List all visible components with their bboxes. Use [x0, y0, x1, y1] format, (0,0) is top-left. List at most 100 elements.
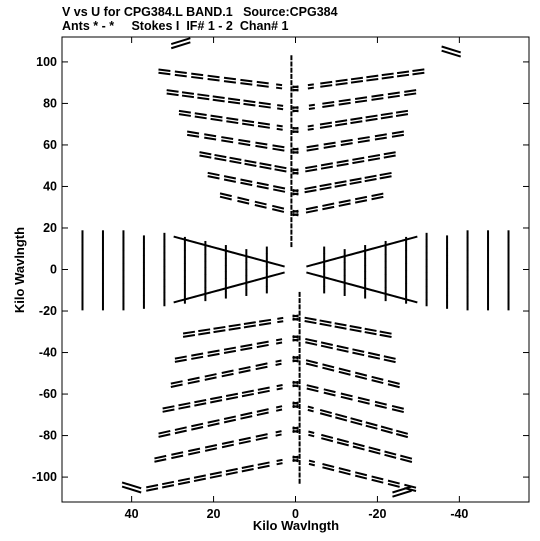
uv-track-lower — [171, 454, 184, 460]
uv-track-lower — [276, 458, 283, 462]
uv-track-star — [217, 287, 226, 292]
uv-track-upper — [404, 92, 417, 97]
uv-track-tip — [441, 45, 462, 54]
uv-track-lower — [174, 429, 187, 435]
uv-track-upper — [194, 115, 207, 120]
uv-track-lower — [256, 411, 269, 417]
uv-track-star — [357, 285, 366, 290]
uv-track-upper — [238, 142, 251, 147]
uv-track-lower — [255, 362, 268, 367]
uv-track-upper — [383, 154, 396, 159]
uv-track-lower — [275, 362, 282, 366]
y-tick-label: 40 — [43, 179, 57, 193]
uv-track-upper — [322, 202, 335, 207]
uv-track-upper — [219, 192, 232, 198]
uv-track-upper — [338, 101, 351, 106]
uv-track-upper — [354, 195, 368, 201]
uv-track-upper — [166, 89, 179, 93]
uv-track-lower — [204, 444, 218, 449]
uv-track-upper — [254, 204, 267, 209]
uv-track-lower — [334, 322, 347, 327]
uv-track-upper — [352, 160, 365, 165]
uv-track-lower — [188, 447, 201, 453]
uv-track-lower — [191, 422, 204, 428]
uv-track-upper — [365, 114, 378, 119]
uv-track-upper — [323, 141, 336, 146]
uv-track-upper — [340, 142, 353, 147]
uv-track-upper — [194, 112, 207, 116]
uv-track-upper — [391, 130, 404, 135]
uv-track-upper — [212, 98, 225, 103]
uv-track-upper — [404, 89, 417, 93]
uv-track-lower — [240, 411, 253, 417]
uv-track-star — [350, 251, 359, 256]
uv-track-upper — [381, 72, 394, 77]
uv-track-lower — [275, 433, 282, 437]
uv-track-lower — [340, 395, 353, 401]
uv-track-upper — [292, 106, 299, 109]
uv-track-upper — [226, 116, 239, 121]
uv-track-lower — [193, 477, 206, 483]
uv-track-lower — [350, 417, 363, 423]
uv-track-upper — [214, 157, 227, 162]
uv-track-lower — [292, 384, 299, 388]
uv-track-upper — [259, 165, 272, 170]
uv-track-upper — [204, 136, 217, 141]
uv-track-star — [409, 235, 418, 240]
uv-track-star — [195, 293, 204, 298]
uv-track-upper — [365, 117, 378, 122]
uv-track-lower — [304, 320, 317, 325]
uv-track-lower — [154, 458, 167, 463]
uv-track-upper — [229, 160, 242, 165]
uv-track-lower — [255, 433, 268, 438]
uv-track-lower — [209, 474, 222, 479]
uv-track-upper — [181, 94, 195, 99]
uv-track-lower — [209, 471, 222, 476]
uv-track-upper — [305, 209, 318, 214]
uv-track-upper — [292, 147, 299, 151]
uv-track-lower — [255, 436, 268, 441]
uv-track-upper — [174, 73, 187, 78]
uv-track-upper — [240, 181, 253, 187]
uv-track-lower — [257, 464, 270, 470]
uv-track-lower — [323, 388, 336, 394]
uv-track-lower — [257, 389, 270, 395]
uv-track-lower — [174, 426, 187, 431]
uv-track-lower — [338, 370, 351, 376]
uv-tracks — [81, 37, 510, 498]
uv-track-lower — [204, 376, 217, 381]
uv-track-lower — [257, 461, 270, 466]
uv-track-upper — [349, 177, 362, 182]
uv-track-star — [239, 281, 249, 286]
uv-track-lower — [170, 383, 183, 388]
uv-track-lower — [241, 389, 254, 394]
uv-track-upper — [292, 150, 299, 154]
uv-track-upper — [274, 165, 287, 170]
uv-track-lower — [154, 454, 167, 460]
uv-track-upper — [334, 183, 347, 188]
uv-track-lower — [336, 348, 349, 353]
uv-track-upper — [350, 76, 364, 81]
uv-track-lower — [371, 478, 384, 484]
uv-track-lower — [210, 395, 223, 401]
uv-track-upper — [223, 178, 237, 183]
uv-track-upper — [308, 103, 315, 107]
uv-track-lower — [305, 362, 318, 368]
uv-track-lower — [292, 355, 299, 360]
uv-track-star — [276, 271, 285, 276]
chart-subtitle: Ants * - * Stokes I IF# 1 - 2 Chan# 1 — [62, 19, 289, 33]
uv-track-upper — [158, 68, 171, 72]
uv-track-star — [357, 249, 366, 254]
uv-track-lower — [338, 367, 351, 373]
uv-track-star — [247, 255, 256, 260]
uv-track-star — [239, 253, 249, 258]
uv-track-upper — [292, 85, 299, 89]
uv-track-lower — [400, 454, 413, 460]
uv-track-star — [387, 293, 396, 298]
uv-track-upper — [380, 115, 393, 120]
uv-track-lower — [177, 480, 191, 486]
uv-track-lower — [182, 330, 196, 335]
uv-track-lower — [308, 459, 316, 464]
uv-track-upper — [412, 68, 425, 73]
uv-track-upper — [272, 147, 285, 152]
